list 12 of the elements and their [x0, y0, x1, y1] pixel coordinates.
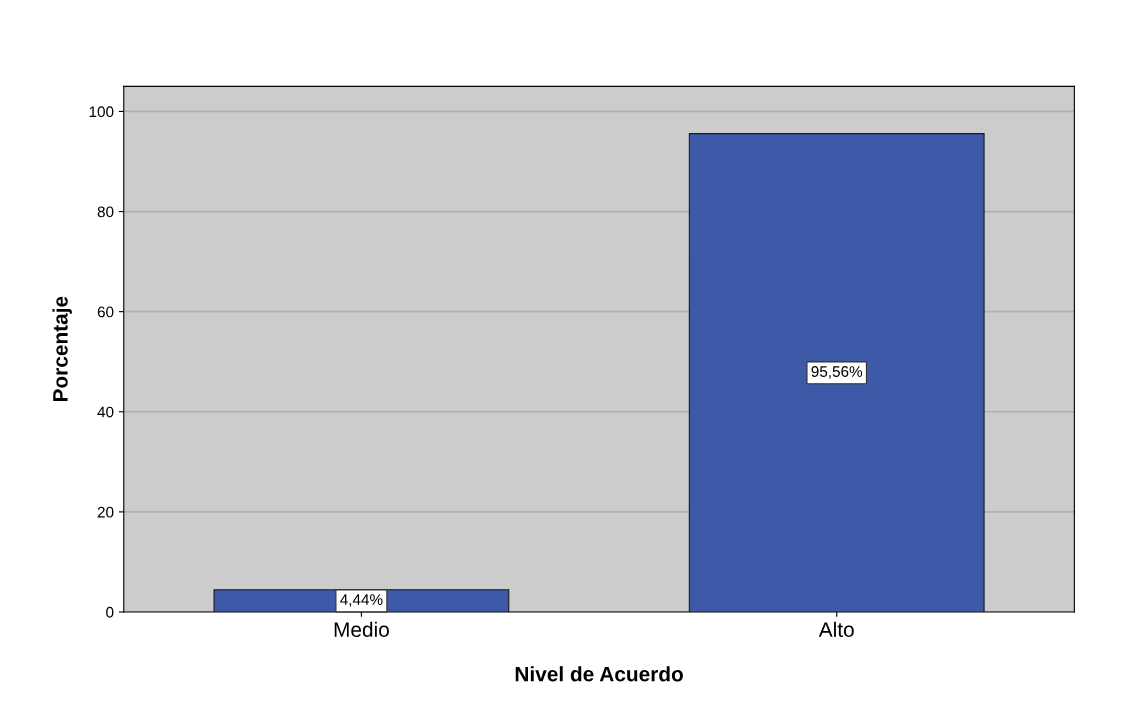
y-tick-label: 20: [97, 506, 114, 518]
x-axis-title: Nivel de Acuerdo: [515, 666, 683, 682]
y-tick-label: 60: [97, 306, 114, 318]
y-tick-label: 0: [106, 606, 114, 618]
y-tick-label: 80: [97, 206, 114, 218]
x-tick-label: Medio: [334, 621, 389, 638]
data-label: 95,56%: [811, 366, 863, 379]
y-axis-title: Porcentaje: [52, 296, 72, 402]
y-tick-label: 100: [89, 106, 114, 118]
y-tick-label: 40: [97, 406, 114, 418]
data-label: 4,44%: [340, 594, 383, 607]
x-tick-label: Alto: [818, 621, 854, 638]
